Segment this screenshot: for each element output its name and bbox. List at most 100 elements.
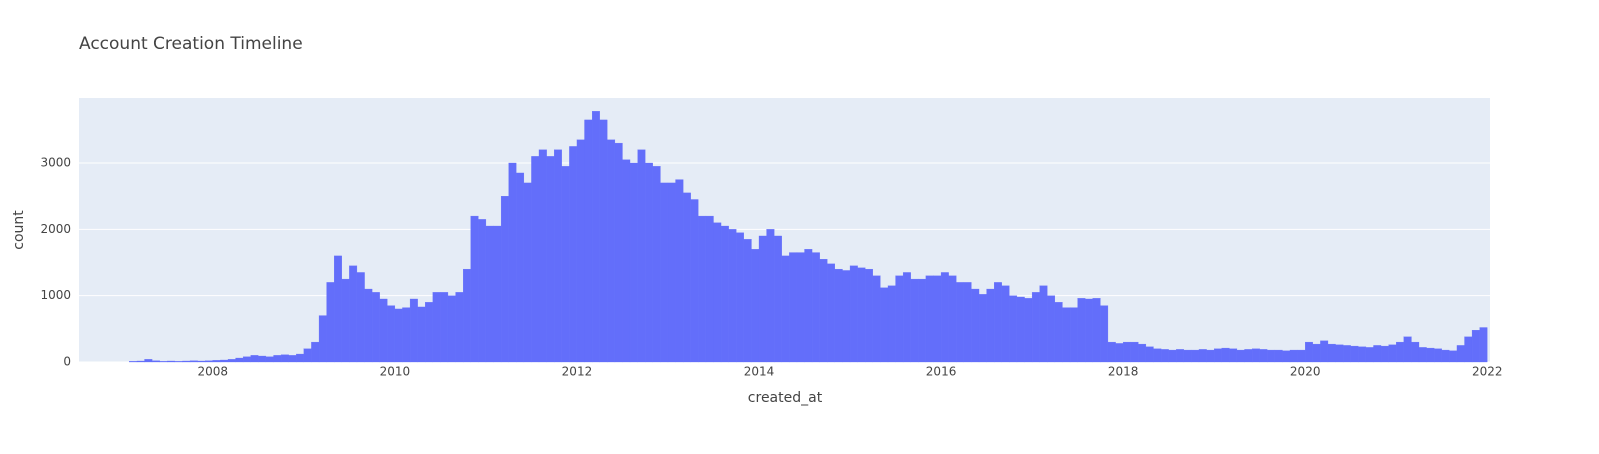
bar xyxy=(1327,343,1336,363)
bar xyxy=(1047,295,1056,363)
bar xyxy=(349,265,358,363)
chart-title: Account Creation Timeline xyxy=(79,34,303,54)
bar xyxy=(455,292,464,363)
bar xyxy=(1153,348,1162,363)
bar xyxy=(622,159,631,363)
bar xyxy=(1373,345,1382,363)
bar xyxy=(1085,298,1093,363)
bar xyxy=(167,360,176,363)
bar xyxy=(242,356,251,363)
bar xyxy=(1054,302,1063,363)
bar xyxy=(1418,347,1427,363)
bar xyxy=(1350,345,1359,363)
bar xyxy=(599,119,608,363)
bar xyxy=(303,348,312,363)
bar xyxy=(584,119,593,363)
bar xyxy=(933,275,942,363)
bar xyxy=(1282,350,1291,363)
bar xyxy=(1077,298,1086,363)
bar xyxy=(1267,349,1276,363)
bar xyxy=(781,255,790,363)
bar xyxy=(364,288,373,363)
bar xyxy=(963,282,972,363)
bar xyxy=(895,275,904,363)
bar xyxy=(288,355,297,363)
bar xyxy=(1305,341,1313,363)
x-tick-label: 2012 xyxy=(562,365,593,379)
bar xyxy=(546,156,555,363)
x-tick-label: 2018 xyxy=(1108,365,1139,379)
bar xyxy=(978,294,987,363)
x-tick-label: 2010 xyxy=(380,365,411,379)
bar xyxy=(1464,336,1473,363)
bar xyxy=(470,215,479,363)
bar xyxy=(1441,349,1450,363)
bar xyxy=(174,361,183,363)
bar xyxy=(493,225,502,363)
bar xyxy=(1449,350,1458,363)
bar xyxy=(910,278,919,363)
bar xyxy=(189,360,198,363)
bar xyxy=(728,229,737,363)
bar xyxy=(751,249,760,363)
bar xyxy=(675,179,684,363)
bar xyxy=(827,263,835,363)
bar xyxy=(1297,349,1306,363)
bar xyxy=(318,315,327,363)
bar xyxy=(1236,349,1245,363)
bar xyxy=(607,139,616,363)
bar xyxy=(743,239,752,363)
bar xyxy=(356,272,365,363)
bar xyxy=(1016,296,1025,363)
bar xyxy=(516,172,525,363)
bar xyxy=(652,166,661,363)
bar xyxy=(1358,346,1367,363)
bar xyxy=(1206,349,1215,363)
bar xyxy=(1396,341,1404,363)
bar xyxy=(1274,349,1283,363)
bar xyxy=(1168,349,1177,363)
bar xyxy=(538,149,547,363)
bar xyxy=(1456,345,1465,363)
bar xyxy=(1062,307,1071,363)
y-axis-label: count xyxy=(11,210,27,250)
bar xyxy=(159,361,168,363)
bar xyxy=(690,199,699,363)
bar xyxy=(1191,349,1200,363)
bar xyxy=(235,357,244,363)
bar xyxy=(956,282,964,363)
y-tick-label: 0 xyxy=(63,355,71,369)
bar xyxy=(1259,349,1268,363)
bar xyxy=(273,355,282,363)
bar xyxy=(394,308,403,363)
bar xyxy=(1107,341,1116,363)
y-tick-label: 1000 xyxy=(40,288,71,302)
y-tick-label: 3000 xyxy=(40,156,71,170)
bar xyxy=(683,192,691,363)
bar xyxy=(1343,345,1351,363)
bar xyxy=(1251,348,1260,363)
bar xyxy=(1138,343,1147,363)
bar xyxy=(705,215,714,363)
bar xyxy=(1426,347,1435,363)
bar xyxy=(865,268,873,363)
bar xyxy=(1388,344,1397,363)
bar xyxy=(971,288,980,363)
bar xyxy=(409,298,418,363)
bar xyxy=(1069,307,1078,363)
x-tick-label: 2022 xyxy=(1472,365,1503,379)
bar xyxy=(250,355,259,363)
bar xyxy=(205,360,213,363)
bar xyxy=(1024,298,1033,363)
bar xyxy=(880,287,889,363)
bar xyxy=(561,166,570,363)
bar xyxy=(144,359,153,363)
bar xyxy=(713,222,722,363)
bar xyxy=(1214,348,1222,363)
bar xyxy=(1009,295,1018,363)
bar xyxy=(1365,347,1374,363)
bar xyxy=(1479,327,1488,363)
bar xyxy=(508,162,517,363)
bar xyxy=(667,182,676,363)
